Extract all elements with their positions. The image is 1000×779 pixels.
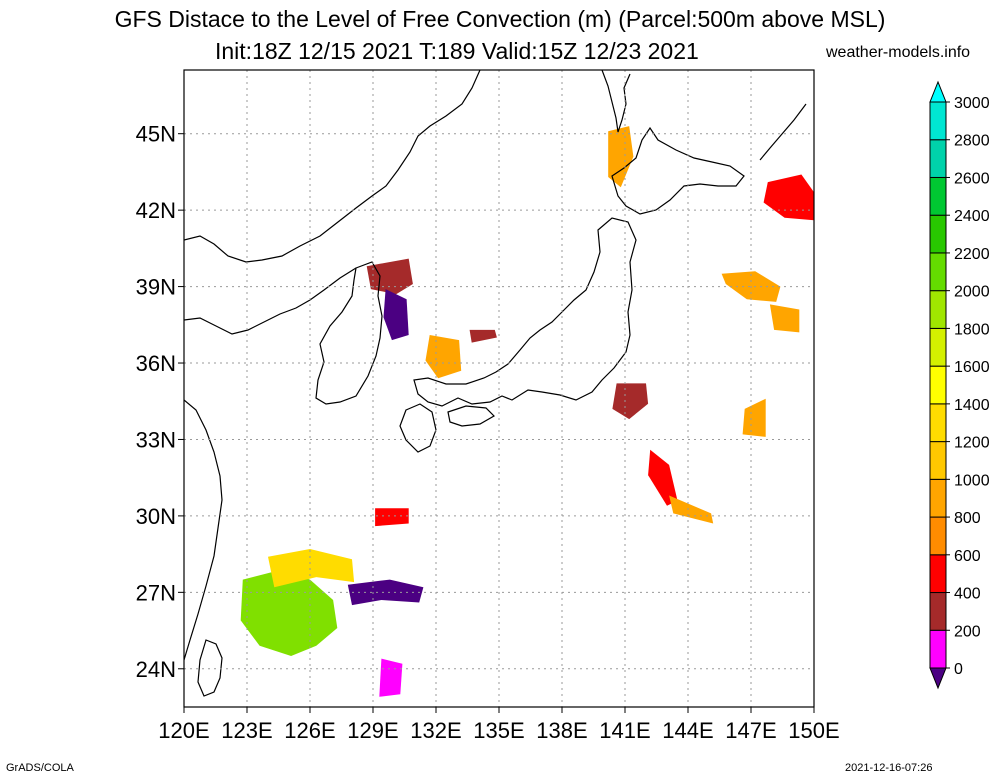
site-credit: weather-models.info	[826, 44, 971, 61]
field-kuril-east	[763, 174, 814, 221]
colorbar: 0 200 400 600 800 1000 1200 1400 1600 1800 2000 220…	[929, 80, 990, 690]
field-izu-chain-south	[669, 495, 714, 524]
lat-tick-label: 39N	[136, 275, 176, 300]
coastline-china-bay	[184, 267, 357, 335]
colorbar-segment	[929, 592, 947, 631]
lon-tick-label: 135E	[473, 718, 524, 743]
field-kanto-south	[612, 383, 649, 420]
colorbar-segment	[929, 327, 947, 367]
colorbar-tick-label: 2200	[954, 246, 990, 263]
colorbar-tick-label: 800	[954, 510, 981, 527]
colorbar-tick-label: 200	[954, 623, 981, 640]
lat-tick-label: 30N	[136, 504, 176, 529]
coastline-taiwan	[197, 639, 223, 697]
lat-tick-label: 33N	[136, 427, 176, 452]
colorbar-max-arrow	[929, 80, 947, 103]
colorbar-tick-label: 2800	[954, 133, 990, 150]
lon-tick-label: 132E	[410, 718, 461, 743]
lon-tick-label: 141E	[599, 718, 650, 743]
coastline-japan-honshu	[413, 217, 637, 407]
chart-title: GFS Distace to the Level of Free Convect…	[114, 6, 886, 32]
colorbar-segment	[929, 365, 947, 405]
colorbar-segment	[929, 629, 947, 669]
coastline-korea	[315, 261, 383, 405]
colorbar-tick-label: 1800	[954, 321, 990, 338]
coastline-kuril-islands	[759, 103, 807, 161]
longitude-axis: 120E 123E 126E 129E 132E 135E 138E 141E 144E 147E…	[158, 707, 840, 743]
colorbar-tick-label: 1000	[954, 472, 990, 489]
coastline-sakhalin	[601, 70, 631, 133]
colorbar-tick-label: 0	[954, 661, 963, 678]
colorbar-segment	[929, 516, 947, 556]
field-korea-east	[383, 289, 409, 341]
colorbar-min-arrow	[929, 667, 947, 690]
colorbar-segment	[929, 290, 947, 329]
gridline-layer	[184, 70, 814, 707]
lat-tick-label: 27N	[136, 580, 176, 605]
coastline-japan-kyushu	[399, 403, 437, 453]
colorbar-tick-label: 1200	[954, 435, 990, 452]
colorbar-segment	[929, 176, 947, 216]
coastline-japan-shikoku	[447, 405, 495, 427]
field-layer	[240, 126, 814, 697]
field-japan-sea-west	[425, 335, 462, 379]
coastline-layer	[184, 70, 807, 697]
colorbar-tick-label: 2000	[954, 284, 990, 301]
field-japan-sea-center	[469, 329, 497, 343]
field-pacific-south	[379, 658, 403, 697]
lat-tick-label: 36N	[136, 351, 176, 376]
lon-tick-label: 144E	[662, 718, 713, 743]
grads-credit: GrADS/COLA	[6, 762, 74, 774]
colorbar-tick-label: 3000	[954, 95, 990, 112]
chart-subtitle: Init:18Z 12/15 2021 T:189 Valid:15Z 12/2…	[215, 38, 699, 64]
colorbar-tick-label: 600	[954, 548, 981, 565]
colorbar-tick-label: 1400	[954, 397, 990, 414]
coastline-continent	[184, 70, 481, 263]
colorbar-segment	[929, 554, 947, 594]
field-ryukyu	[347, 579, 424, 606]
lon-tick-label: 129E	[347, 718, 398, 743]
lon-tick-label: 120E	[158, 718, 209, 743]
field-hokkaido-west	[608, 126, 634, 188]
colorbar-segment	[929, 101, 947, 141]
field-kyushu-south	[375, 508, 409, 527]
colorbar-tick-label: 2600	[954, 170, 990, 187]
coastline-china-east	[184, 399, 223, 661]
colorbar-segment	[929, 441, 947, 480]
coastline-japan-hokkaido	[611, 126, 745, 215]
lon-tick-label: 150E	[788, 718, 839, 743]
lat-tick-label: 42N	[136, 198, 176, 223]
field-izu-chain	[648, 449, 678, 506]
lon-tick-label: 147E	[725, 718, 776, 743]
field-east-china-sea	[240, 569, 338, 656]
field-korea-strait-north	[366, 258, 413, 295]
colorbar-segment	[929, 403, 947, 443]
colorbar-tick-label: 400	[954, 586, 981, 603]
lat-tick-label: 45N	[136, 122, 176, 147]
field-okinawa-north	[268, 549, 355, 588]
timestamp: 2021-12-16-07:26	[845, 762, 933, 774]
lon-tick-label: 123E	[221, 718, 272, 743]
colorbar-segment	[929, 214, 947, 254]
field-pacific-ne-lower	[769, 304, 800, 333]
colorbar-segment	[929, 252, 947, 292]
latitude-axis: 24N 27N 30N 33N 36N 39N 42N 45N	[136, 122, 184, 682]
colorbar-tick-label: 2400	[954, 208, 990, 225]
colorbar-segment	[929, 478, 947, 518]
lat-tick-label: 24N	[136, 657, 176, 682]
lon-tick-label: 126E	[284, 718, 335, 743]
colorbar-tick-label: 1600	[954, 359, 990, 376]
colorbar-segment	[929, 139, 947, 178]
lon-tick-label: 138E	[536, 718, 587, 743]
field-pacific-east-mid	[742, 398, 766, 437]
